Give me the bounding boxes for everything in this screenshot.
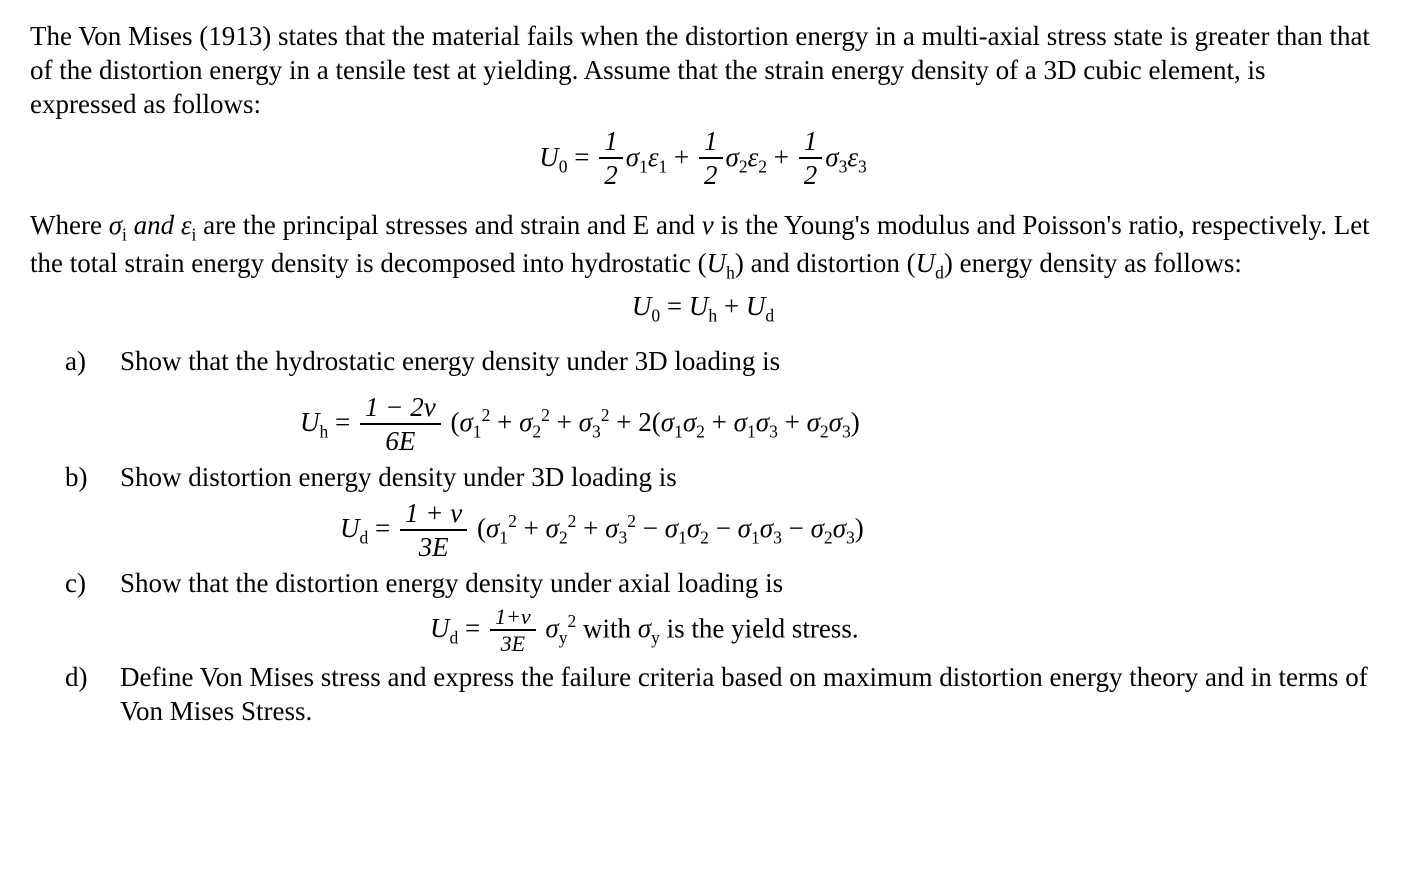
item-d-label: d) (65, 661, 88, 695)
where-pre: Where (30, 210, 109, 240)
u0-lhs: U0 (539, 142, 567, 172)
where-post3: ) and distortion ( (735, 248, 916, 278)
item-d-text: Define Von Mises stress and express the … (120, 661, 1376, 729)
item-c: c) Show that the distortion energy densi… (120, 567, 1376, 601)
where-paragraph: Where σi and εi are the principal stress… (30, 209, 1376, 284)
item-c-text: Show that the distortion energy density … (120, 567, 1376, 601)
intro-paragraph: The Von Mises (1913) states that the mat… (30, 20, 1376, 121)
question-list: a) Show that the hydrostatic energy dens… (30, 345, 1376, 728)
item-d: d) Define Von Mises stress and express t… (120, 661, 1376, 729)
equation-ud: Ud = 1 + v 3E (σ12 + σ22 + σ32 − σ1σ2 − … (120, 499, 1376, 563)
item-a-label: a) (65, 345, 86, 379)
frac-uh: 1 − 2v 6E (360, 393, 441, 457)
equation-u0: U0 = 1 2 σ1ε1 + 1 2 σ2ε2 + 1 2 σ3ε3 (30, 127, 1376, 191)
equation-uh: Uh = 1 − 2v 6E (σ12 + σ22 + σ32 + 2(σ1σ2… (120, 393, 1376, 457)
where-post4: ) energy density as follows: (944, 248, 1242, 278)
item-b: b) Show distortion energy density under … (120, 461, 1376, 495)
item-a: a) Show that the hydrostatic energy dens… (120, 345, 1376, 379)
page: The Von Mises (1913) states that the mat… (0, 0, 1406, 888)
frac-half-3: 1 2 (799, 127, 823, 191)
item-c-tail-post: is the yield stress. (660, 613, 859, 643)
frac-ud: 1 + v 3E (400, 499, 467, 563)
frac-ud-axial: 1+v 3E (490, 605, 536, 658)
item-c-label: c) (65, 567, 86, 601)
item-a-text: Show that the hydrostatic energy density… (120, 345, 1376, 379)
item-b-label: b) (65, 461, 88, 495)
where-post1: are the principal stresses and strain an… (196, 210, 701, 240)
frac-half-1: 1 2 (599, 127, 623, 191)
item-b-text: Show distortion energy density under 3D … (120, 461, 1376, 495)
frac-half-2: 1 2 (699, 127, 723, 191)
equation-ud-axial: Ud = 1+v 3E σy2 with σy is the yield str… (120, 605, 1376, 658)
equation-decomposition: U0 = Uh + Ud (30, 290, 1376, 327)
item-c-tail-pre: with (583, 613, 638, 643)
